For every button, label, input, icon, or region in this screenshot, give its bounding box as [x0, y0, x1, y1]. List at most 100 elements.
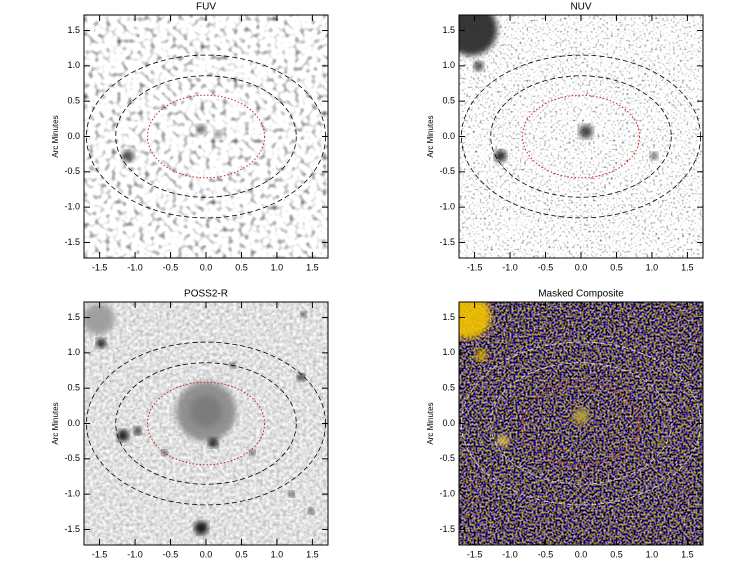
- y-tick-label: 0.0: [67, 418, 80, 428]
- y-tick-label: -1.0: [64, 202, 80, 212]
- y-axis-label: Arc Minutes: [51, 402, 60, 444]
- x-tick-label: 1.5: [681, 549, 694, 559]
- aperture-mid: [490, 75, 672, 198]
- y-tick-label: 1.5: [67, 312, 80, 322]
- y-tick-label: 1.5: [67, 25, 80, 35]
- panel: Masked Composite Arc Minutes -1.5 -1.0 -0.5 0…: [426, 289, 704, 559]
- y-tick-label: 1.5: [442, 312, 455, 322]
- source: [657, 438, 666, 447]
- x-tick-label: 0.0: [575, 262, 588, 272]
- y-tick-label: -1.5: [439, 524, 455, 534]
- y-tick-label: 0.5: [442, 96, 455, 106]
- source: [459, 15, 498, 56]
- source: [176, 381, 236, 442]
- source: [249, 449, 256, 456]
- x-tick-label: -1.5: [92, 549, 108, 559]
- y-tick-label: 0.0: [442, 418, 455, 428]
- panel-title: FUV: [196, 2, 216, 13]
- y-tick-label: -1.5: [64, 524, 80, 534]
- x-tick-label: 1.5: [306, 549, 319, 559]
- x-tick-label: -0.5: [163, 262, 179, 272]
- x-tick-label: -1.0: [127, 549, 143, 559]
- x-tick-label: 1.0: [271, 262, 284, 272]
- panel: FUV Arc Minutes -1.5 -1.0 -0.5 0.0 0.5 1.0 1.5 -1…: [51, 2, 329, 272]
- aperture-inner: [521, 94, 641, 179]
- source: [494, 149, 507, 162]
- source: [117, 429, 130, 442]
- y-tick-label: -1.5: [64, 237, 80, 247]
- source: [288, 490, 295, 497]
- x-tick-label: 0.0: [200, 262, 213, 272]
- x-tick-label: -0.5: [163, 549, 179, 559]
- x-tick-label: 1.5: [681, 262, 694, 272]
- y-tick-label: 1.0: [442, 60, 455, 70]
- x-tick-label: 1.5: [306, 262, 319, 272]
- source: [84, 303, 115, 336]
- panel: POSS2-R Arc Minutes -1.5 -1.0 -0.5 0.0 0.5 1.0 1…: [51, 289, 329, 559]
- source: [650, 151, 659, 160]
- x-tick-label: 0.0: [575, 549, 588, 559]
- y-axis-label: Arc Minutes: [426, 115, 435, 157]
- aperture-inner: [521, 381, 641, 466]
- x-tick-label: 0.5: [610, 262, 623, 272]
- aperture-mid: [115, 75, 297, 198]
- y-tick-label: 0.5: [67, 96, 80, 106]
- source: [300, 311, 307, 318]
- y-tick-label: -0.5: [439, 166, 455, 176]
- image: [459, 15, 703, 258]
- x-tick-label: -1.0: [502, 262, 518, 272]
- x-tick-label: 0.5: [235, 549, 248, 559]
- aperture-inner: [146, 381, 266, 466]
- source: [121, 149, 134, 162]
- x-tick-label: 1.0: [271, 549, 284, 559]
- source: [96, 338, 107, 349]
- x-tick-label: -1.0: [127, 262, 143, 272]
- x-tick-label: -1.5: [92, 262, 108, 272]
- y-tick-label: -1.0: [64, 489, 80, 499]
- y-tick-label: -0.5: [64, 166, 80, 176]
- source: [214, 130, 223, 139]
- source: [578, 124, 593, 139]
- x-tick-label: -0.5: [538, 262, 554, 272]
- x-tick-label: -1.5: [467, 262, 483, 272]
- y-tick-label: 0.0: [442, 131, 455, 141]
- x-tick-label: 0.5: [610, 549, 623, 559]
- panel-title: NUV: [570, 2, 591, 13]
- y-tick-label: 1.0: [67, 347, 80, 357]
- source: [194, 520, 209, 535]
- source: [573, 408, 589, 425]
- aperture-mid: [115, 362, 297, 485]
- y-tick-label: 1.5: [442, 25, 455, 35]
- y-axis-label: Arc Minutes: [51, 115, 60, 157]
- image: [84, 15, 328, 258]
- panel-title: POSS2-R: [184, 289, 228, 300]
- source: [133, 426, 142, 435]
- source: [297, 373, 306, 382]
- x-tick-label: 0.0: [200, 549, 213, 559]
- source: [307, 507, 314, 514]
- x-tick-label: -1.5: [467, 549, 483, 559]
- y-tick-label: 0.5: [442, 383, 455, 393]
- aperture-inner: [146, 94, 266, 179]
- y-tick-label: 1.0: [67, 60, 80, 70]
- source: [196, 124, 207, 135]
- x-tick-label: -1.0: [502, 549, 518, 559]
- y-axis-label: Arc Minutes: [426, 402, 435, 444]
- x-tick-label: 1.0: [646, 262, 659, 272]
- panel-title: Masked Composite: [538, 289, 624, 300]
- y-tick-label: 1.0: [442, 347, 455, 357]
- source: [473, 61, 484, 72]
- source: [208, 437, 219, 448]
- y-tick-label: -1.0: [439, 489, 455, 499]
- source: [496, 434, 509, 447]
- x-tick-label: -0.5: [538, 549, 554, 559]
- y-tick-label: -0.5: [439, 453, 455, 463]
- image: [459, 302, 703, 545]
- image: [84, 302, 328, 545]
- x-tick-label: 1.0: [646, 549, 659, 559]
- y-tick-label: 0.0: [67, 131, 80, 141]
- y-tick-label: 0.5: [67, 383, 80, 393]
- y-tick-label: -1.0: [439, 202, 455, 212]
- y-tick-label: -0.5: [64, 453, 80, 463]
